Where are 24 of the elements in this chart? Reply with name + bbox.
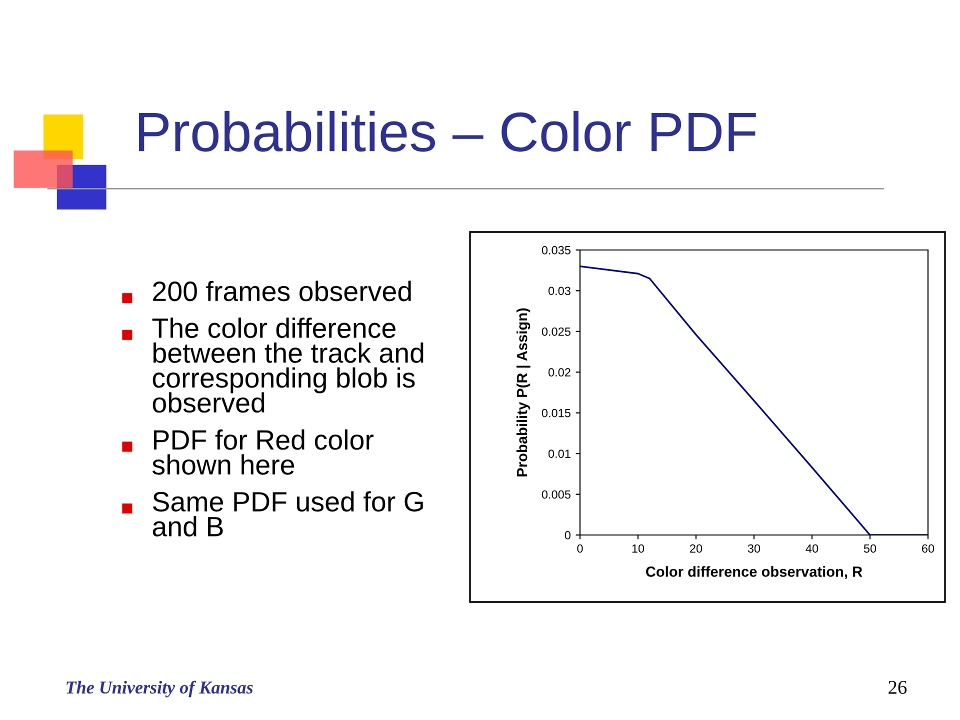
y-tick-label: 0.03 [548, 286, 570, 296]
x-tick-label: 40 [806, 544, 818, 553]
text: PDF for Red color shown here [152, 429, 374, 475]
y-tick-label: 0.025 [542, 327, 570, 336]
text: 26 [888, 680, 907, 694]
x-tick-label: 60 [922, 544, 934, 553]
x-tick-label: 10 [632, 544, 644, 553]
chart-title: Probabilities – Color PDF [138, 110, 756, 152]
x-tick-label: 30 [748, 544, 760, 553]
x-tick-label: 50 [864, 544, 876, 553]
y-tick-label: 0.02 [548, 368, 570, 377]
y-tick-label: 0.035 [542, 246, 570, 254]
y-tick-label: 0.015 [542, 408, 570, 418]
text: The University of Kansas [66, 680, 253, 698]
x-tick-label: 0 [577, 544, 583, 553]
y-tick-label: 0 [564, 531, 571, 540]
x-axis-title: Color difference observation, R [646, 566, 862, 579]
text: The color difference between the track and corresponding blob is observed [152, 318, 424, 413]
text: Same PDF used for G and B [152, 491, 423, 536]
x-tick-label: 20 [690, 544, 702, 553]
y-tick-label: 0.005 [542, 490, 570, 499]
y-axis-title: Probability P(R | Assign) [516, 308, 530, 476]
text: 200 frames observed [153, 280, 411, 302]
y-tick-label: 0.01 [548, 450, 570, 458]
